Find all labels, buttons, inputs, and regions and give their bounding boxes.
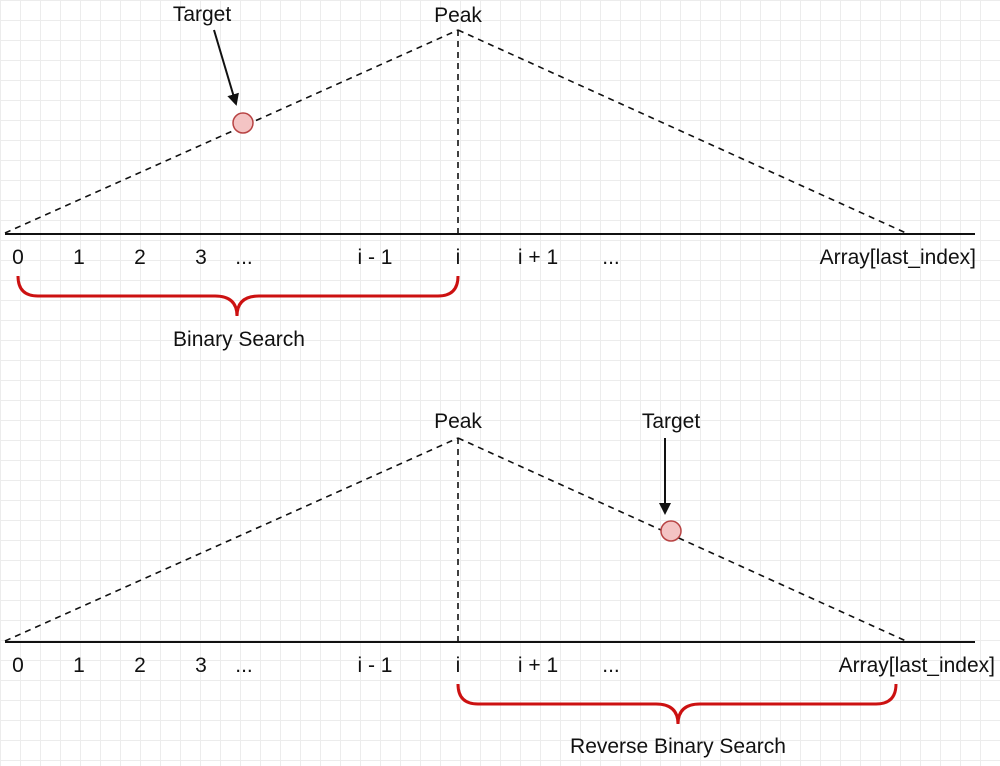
binary-search-brace: [16, 275, 460, 317]
target-point: [232, 112, 254, 134]
index-label: i + 1: [518, 654, 558, 677]
peak-label: Peak: [434, 4, 482, 27]
index-label: 2: [134, 654, 146, 677]
index-label: 0: [12, 654, 24, 677]
index-label: i: [456, 246, 461, 269]
index-labels: 0 1 2 3 ... i - 1 i i + 1 ... Array[last…: [12, 246, 976, 269]
index-label: i: [456, 654, 461, 677]
peak-label: Peak: [434, 410, 482, 433]
index-label: ...: [235, 246, 253, 269]
ascending-slope: [4, 437, 459, 642]
index-label: 0: [12, 246, 24, 269]
index-label: ...: [602, 654, 620, 677]
index-label: 3: [195, 246, 207, 269]
index-label: 3: [195, 654, 207, 677]
binary-search-diagram: Peak Target 0 1 2 3 ... i - 1 i i + 1 ..…: [4, 3, 976, 351]
target-point: [660, 520, 682, 542]
reverse-binary-search-brace: [456, 683, 898, 725]
index-label: Array[last_index]: [839, 654, 995, 677]
index-label: ...: [235, 654, 253, 677]
binary-search-label: Binary Search: [173, 328, 305, 351]
index-label: 1: [73, 654, 85, 677]
index-labels: 0 1 2 3 ... i - 1 i i + 1 ... Array[last…: [12, 654, 995, 677]
index-label: Array[last_index]: [820, 246, 976, 269]
descending-slope: [457, 437, 907, 642]
reverse-binary-search-label: Reverse Binary Search: [570, 735, 786, 758]
index-label: i + 1: [518, 246, 558, 269]
target-label: Target: [642, 410, 701, 433]
target-arrow: [213, 29, 239, 106]
index-label: ...: [602, 246, 620, 269]
index-label: 1: [73, 246, 85, 269]
index-label: 2: [134, 246, 146, 269]
descending-slope: [457, 29, 907, 234]
ascending-slope: [4, 29, 459, 234]
index-label: i - 1: [357, 246, 392, 269]
index-label: i - 1: [357, 654, 392, 677]
reverse-binary-search-diagram: Peak Target 0 1 2 3 ... i - 1 i i + 1 ..…: [4, 410, 995, 758]
target-label: Target: [173, 3, 232, 26]
